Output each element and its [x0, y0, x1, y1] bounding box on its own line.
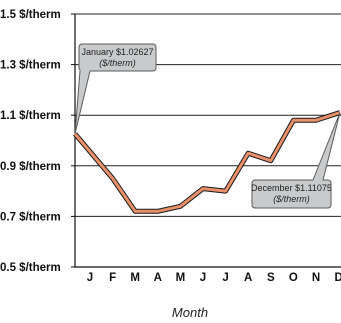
callout-seam [313, 179, 323, 182]
x-tick-label: A [154, 272, 162, 284]
callout-pointer [74, 70, 91, 134]
callout-box [251, 179, 332, 209]
callouts: January $1.02627($/therm)December $1.110… [74, 43, 341, 209]
callout-label: January $1.02627 [81, 47, 153, 57]
y-tick-label: 1.5 $/therm [0, 9, 61, 21]
callout: January $1.02627($/therm) [74, 43, 157, 134]
x-tick-label: J [200, 272, 206, 284]
gridlines [71, 13, 341, 268]
x-tick-label: J [87, 272, 93, 284]
x-tick-label: F [109, 272, 116, 284]
callout-unit: ($/therm) [273, 194, 310, 204]
y-tick-label: 1.3 $/therm [0, 60, 61, 72]
callout-label: December $1.11075 [251, 183, 332, 193]
callout-seam [80, 69, 90, 72]
y-tick-label: 0.7 $/therm [0, 211, 61, 223]
y-tick-labels: 0.5 $/therm 0.7 $/therm 0.9 $/therm 1.1 $/t… [0, 9, 61, 274]
x-tick-label: N [312, 272, 320, 284]
y-tick-label: 0.9 $/therm [0, 161, 61, 173]
callout-pointer [312, 112, 341, 181]
callout-unit: ($/therm) [99, 58, 136, 68]
series-layer [73, 110, 341, 214]
x-tick-label: M [130, 272, 140, 284]
callout: December $1.11075($/therm) [251, 112, 341, 209]
x-tick-label: M [176, 272, 186, 284]
price-line [73, 111, 341, 213]
x-tick-label: J [222, 272, 228, 284]
x-tick-label: D [334, 272, 341, 284]
x-tick-label: O [289, 272, 298, 284]
y-tick-label: 0.5 $/therm [0, 262, 61, 274]
y-tick-label: 1.1 $/therm [0, 110, 61, 122]
x-tick-label: S [267, 272, 275, 284]
callout-box [78, 43, 157, 72]
x-tick-label: A [244, 272, 252, 284]
axes [74, 14, 341, 268]
x-axis-title: Month [172, 305, 208, 320]
